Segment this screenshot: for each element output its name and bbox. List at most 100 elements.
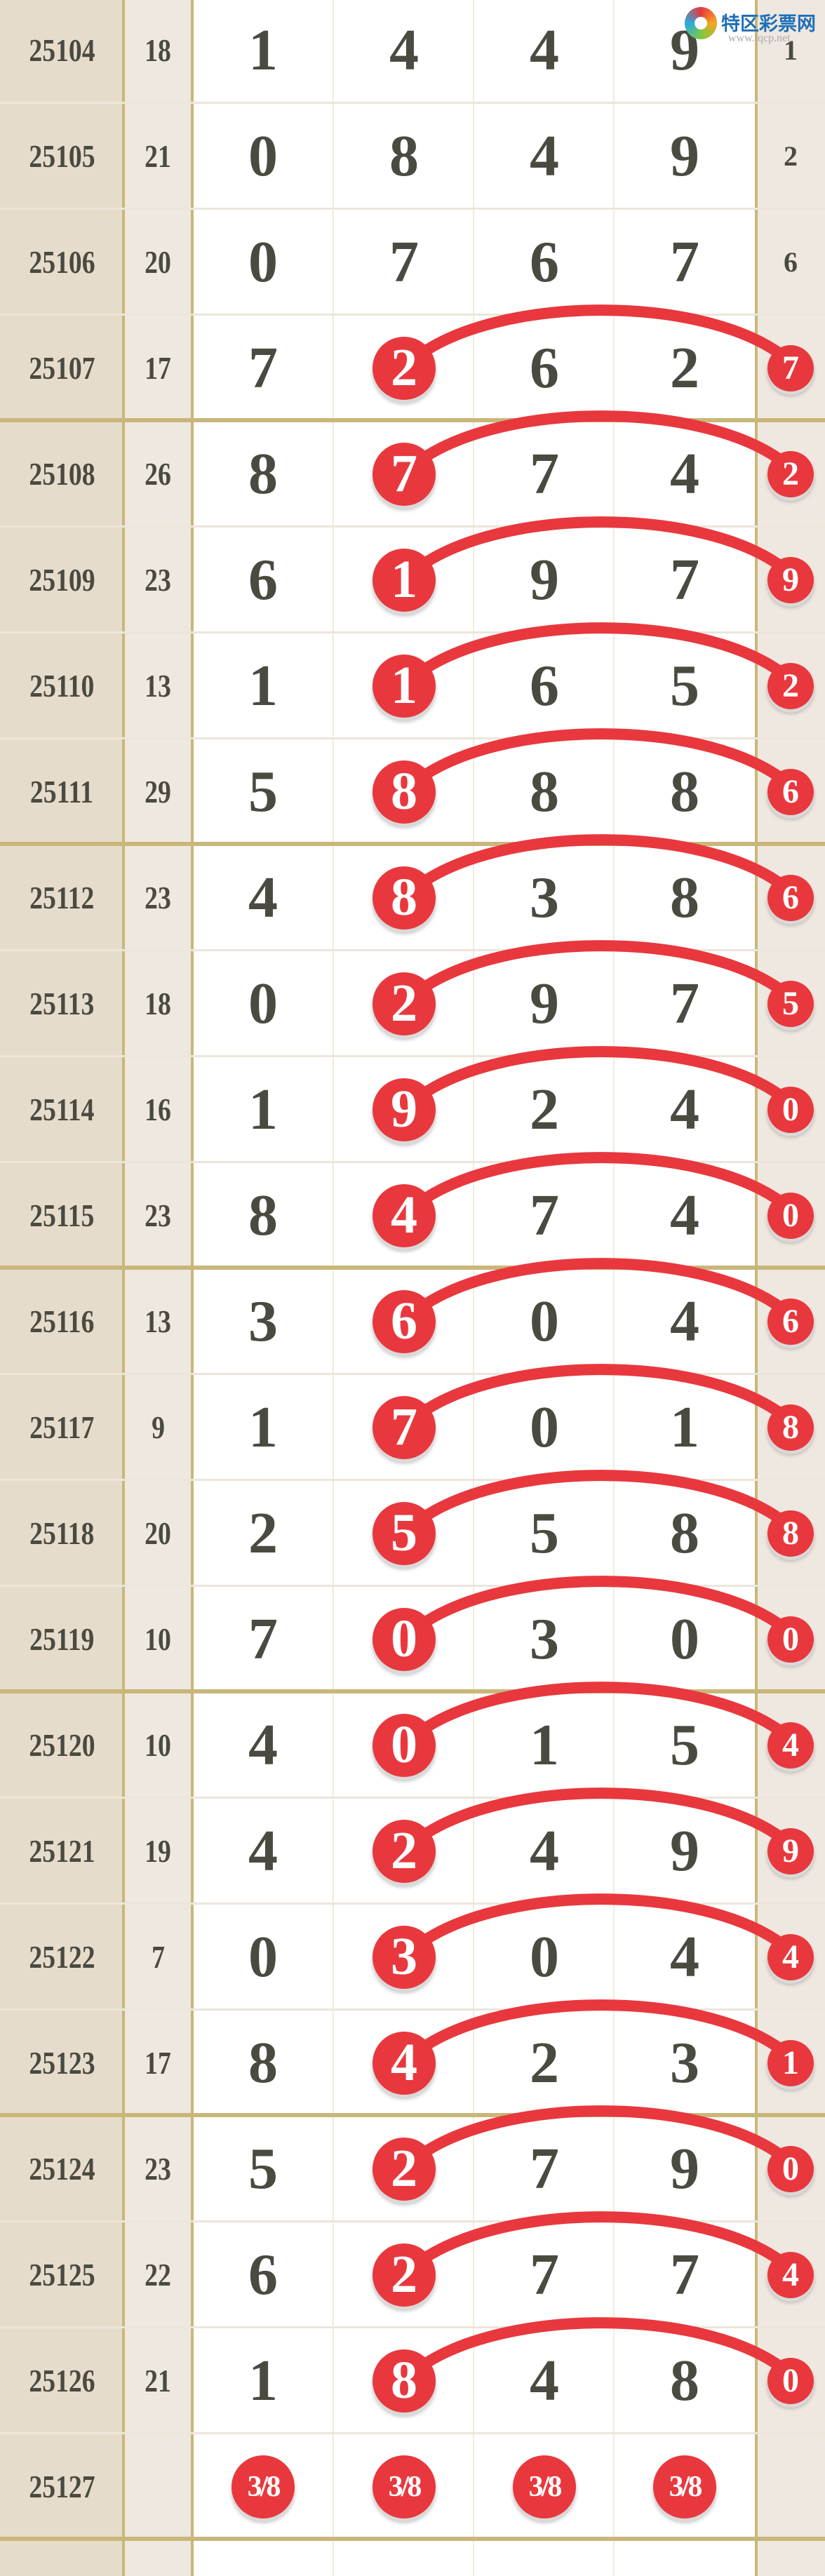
red-ball: 6 (767, 768, 814, 815)
digit-cell: 6 (474, 315, 615, 421)
issue-number: 25111 (0, 739, 123, 845)
sum-text: 13 (145, 1303, 171, 1339)
table-row: 25122 7 0 3 0 4 4 (0, 1904, 825, 2010)
sum-value: 19 (123, 1798, 192, 1904)
sum-value: 26 (123, 421, 192, 527)
digit-cell: 9 (615, 1798, 755, 1904)
sum-value: 18 (123, 0, 192, 103)
digit-cell: 7 (334, 209, 474, 315)
digit-cell: 0 (334, 1692, 474, 1798)
digit-text: 7 (670, 971, 699, 1036)
sum-value: 9 (123, 1374, 192, 1480)
red-ball: 3/8 (513, 2455, 576, 2518)
table-row: 25125 22 6 2 7 7 4 (0, 2222, 825, 2328)
issue-number: 25119 (0, 1586, 123, 1692)
digit-text: 3 (248, 1289, 278, 1354)
sum-value: 20 (123, 209, 192, 315)
red-ball: 8 (373, 866, 436, 930)
digit-cell: 8 (193, 1162, 333, 1268)
digit-cell: 8 (334, 103, 474, 209)
table-row: 25109 23 6 1 9 7 9 (0, 527, 825, 633)
digit-text: 9 (670, 1818, 699, 1884)
digit-cell: 7 (615, 951, 755, 1056)
row-divider (0, 1585, 825, 1587)
digit-cell: 1 (193, 1056, 333, 1162)
digit-cell: 0 (474, 1268, 615, 1374)
last-digit: 1 (756, 0, 825, 103)
issue-number: 25113 (0, 951, 123, 1056)
table-row: 25108 26 8 7 7 4 2 (0, 421, 825, 527)
issue-number: 25125 (0, 2222, 123, 2328)
issue-text: 25104 (28, 32, 95, 68)
group-divider (0, 2537, 825, 2541)
last-digit: 2 (756, 633, 825, 739)
issue-text: 25123 (28, 2045, 95, 2081)
digit-cell: 8 (334, 2328, 474, 2434)
digit-cell: 6 (474, 209, 615, 315)
issue-number: 25118 (0, 1480, 123, 1586)
issue-number: 25126 (0, 2328, 123, 2434)
table-row: 25105 21 0 8 4 9 2 (0, 103, 825, 209)
sum-column-bg (123, 0, 192, 2576)
red-ball: 1 (373, 654, 436, 718)
digit-cell: 6 (193, 527, 333, 633)
sum-value: 18 (123, 951, 192, 1056)
digit-text: 2 (530, 2030, 559, 2095)
sum-value: 23 (123, 527, 192, 633)
digit-text: 8 (670, 865, 699, 930)
row-divider (0, 2432, 825, 2434)
digit-cell: 5 (615, 1692, 755, 1798)
red-ball: 4 (767, 2251, 814, 2298)
digit-text: 9 (530, 547, 559, 612)
last-digit: 0 (756, 2116, 825, 2222)
sum-text: 7 (151, 1939, 165, 1975)
digit-text: 7 (530, 441, 559, 507)
digit-text: 8 (389, 123, 419, 189)
red-ball: 1 (373, 548, 436, 612)
digit-text: 6 (530, 335, 559, 401)
red-ball: 4 (767, 1933, 814, 1980)
table-row: 25124 23 5 2 7 9 0 (0, 2116, 825, 2222)
last-digit: 0 (756, 1586, 825, 1692)
red-ball: 9 (767, 1827, 814, 1874)
last-digit: 0 (756, 1056, 825, 1162)
digit-cell: 5 (334, 1480, 474, 1586)
digit-cell: 3 (474, 1586, 615, 1692)
digit-text: 2 (530, 1077, 559, 1142)
last-digit: 2 (756, 103, 825, 209)
group-divider (0, 1266, 825, 1270)
issue-text: 25115 (29, 1198, 95, 1233)
red-ball: 2 (767, 662, 814, 709)
table-row: 25106 20 0 7 6 7 6 (0, 209, 825, 315)
digit-text: 1 (248, 1395, 278, 1460)
sum-value: 10 (123, 1586, 192, 1692)
digit-cell: 4 (474, 0, 615, 103)
issue-text: 25106 (28, 244, 95, 280)
digit-text: 1 (530, 1712, 559, 1778)
digit-text: 6 (530, 229, 559, 295)
sum-value: 21 (123, 2328, 192, 2434)
sum-text: 18 (145, 986, 171, 1021)
sum-text: 23 (145, 880, 171, 915)
red-ball: 0 (373, 1713, 436, 1777)
red-ball: 4 (373, 2031, 436, 2095)
digit-cell: 8 (334, 739, 474, 845)
digit-text: 8 (248, 2030, 278, 2095)
column-divider (191, 0, 194, 2576)
digit-text: 5 (670, 653, 699, 718)
last-digit: 5 (756, 951, 825, 1056)
digit-text: 8 (248, 441, 278, 507)
digit-text: 1 (248, 653, 278, 718)
issue-number: 25106 (0, 209, 123, 315)
digit-text: 1 (248, 1077, 278, 1142)
issue-text: 25109 (28, 562, 95, 598)
digit-cell: 8 (334, 845, 474, 951)
digit-text: 4 (670, 1924, 699, 1990)
digit-cell: 4 (334, 0, 474, 103)
digit-cell: 0 (474, 1904, 615, 2010)
sum-text: 10 (145, 1727, 171, 1763)
last-digit: 0 (756, 2328, 825, 2434)
digit-cell: 6 (193, 2222, 333, 2328)
issue-number: 25127 (0, 2434, 123, 2540)
red-ball: 2 (373, 1819, 436, 1883)
